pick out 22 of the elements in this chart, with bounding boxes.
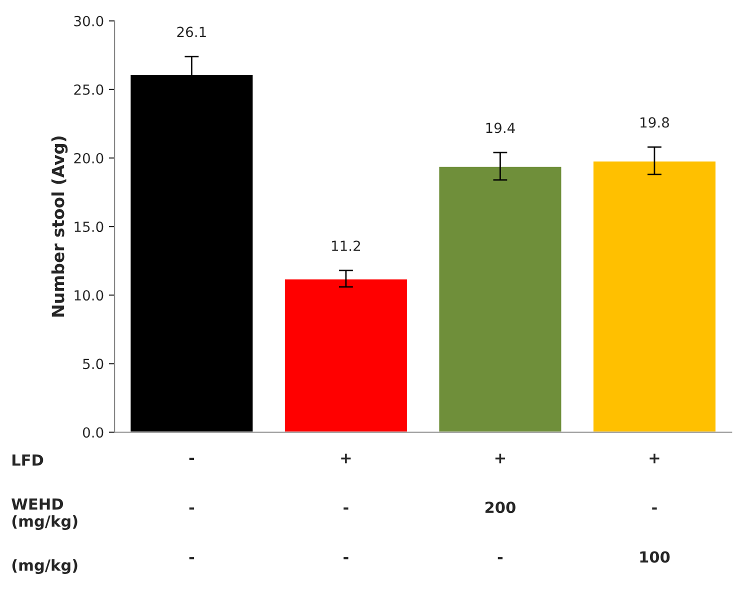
- data-label: 19.4: [486, 122, 515, 134]
- data-label: 26.1: [177, 26, 206, 38]
- text: LFD: [12, 454, 44, 466]
- category-label: + 200 -: [485, 454, 516, 560]
- y-tick-label: 20.0: [74, 152, 104, 164]
- y-tick-label: 15.0: [74, 222, 104, 232]
- data-label: 19.8: [640, 117, 669, 128]
- y-tick-label: 30.0: [74, 16, 104, 26]
- y-tick-label: 25.0: [74, 84, 104, 95]
- text: WEHD (mg/kg): [12, 498, 78, 530]
- category-label: + - -: [341, 454, 351, 560]
- y-tick-label: 0.0: [82, 427, 104, 438]
- bar: [284, 278, 408, 432]
- text: (mg/kg): [12, 559, 78, 574]
- bar: [438, 166, 563, 432]
- y-tick-label: 10.0: [74, 290, 104, 301]
- category-label: - - -: [189, 458, 194, 560]
- y-axis-title: Number stool (Avg): [51, 136, 68, 317]
- data-label: 11.2: [332, 240, 360, 251]
- bar: [592, 160, 717, 432]
- category-label: + - 100: [640, 454, 670, 563]
- y-tick-label: 5.0: [83, 358, 104, 370]
